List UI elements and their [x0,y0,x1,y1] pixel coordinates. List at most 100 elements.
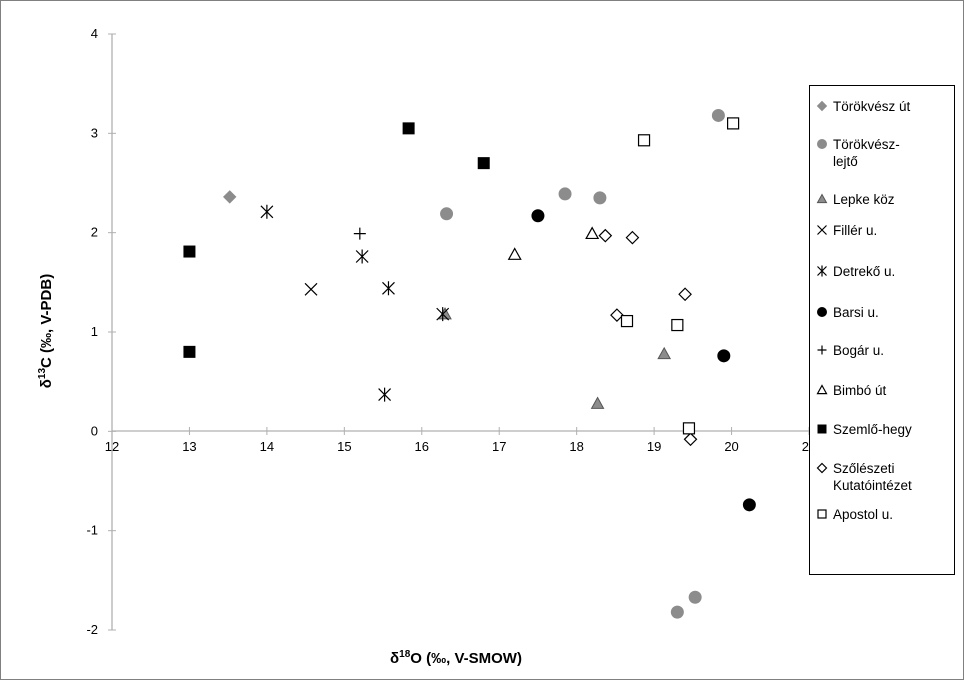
legend-marker-glyph [816,193,828,204]
x-axis-title-delta: δ [390,650,399,667]
data-point [670,605,684,619]
legend-label: Törökvész-lejtő [833,136,953,170]
legend-label: Barsi u. [833,304,953,321]
data-point [558,187,572,201]
legend-marker-shape [816,100,828,112]
data-point [717,349,731,363]
y-tick-label: 3 [91,125,98,140]
legend-label-line: Fillér u. [833,223,878,238]
legend-marker-shape [817,225,827,235]
data-point [440,207,454,221]
legend-item: Apostol u. [816,506,953,523]
data-point [402,122,415,135]
legend-marker-shape [816,193,828,204]
data-point [625,230,640,245]
data-point [671,318,684,332]
y-axis-title-sup: 13 [37,368,48,380]
data-point [355,249,369,264]
legend-marker-glyph [817,345,827,355]
legend-label: Apostol u. [833,506,953,523]
data-point [688,590,702,604]
legend-marker [816,263,828,277]
x-tick-label: 17 [492,439,506,454]
data-point [378,387,392,402]
legend-item: Szemlő-hegy [816,421,953,438]
x-tick-label: 14 [260,439,274,454]
x-tick-label: 12 [105,439,119,454]
data-point [304,282,318,296]
legend-marker-shape [817,509,827,519]
legend-label-line: Kutatóintézet [833,478,912,493]
data-point [683,432,698,447]
series-8 [183,122,490,358]
legend-marker [816,136,828,150]
legend-marker-glyph [816,462,828,474]
legend-label-line: Bogár u. [833,343,885,358]
legend-marker-glyph [816,384,828,395]
legend-marker-shape [817,424,827,434]
series-1 [440,108,725,619]
legend-marker-shape [816,384,828,395]
series-9 [598,228,698,447]
y-tick-label: 2 [91,225,98,240]
data-point [590,396,605,409]
legend-label: Bimbó út [833,382,953,399]
legend-marker [816,421,828,435]
y-axis-title: δ13C (‰, V-PDB) [37,274,55,388]
legend-marker-shape [817,345,827,355]
series-10 [620,117,740,435]
legend-marker-glyph [817,509,827,519]
legend-item: Fillér u. [816,222,953,239]
data-point [610,308,624,322]
series-6 [353,227,366,240]
legend-label: Bogár u. [833,342,953,359]
data-point [727,117,740,130]
y-tick-label: 1 [91,324,98,339]
data-point [531,209,545,223]
legend: Törökvész út Törökvész-lejtő Lepke köz Fill… [809,85,955,575]
legend-label-line: Barsi u. [833,305,879,320]
y-tick-label: 0 [91,423,98,438]
legend-marker-shape [817,139,827,149]
y-tick-label: 4 [91,26,98,41]
legend-label: Szőlészeti Kutatóintézet [833,460,953,494]
legend-label-line: Bimbó út [833,383,887,398]
series-3 [304,282,318,296]
legend-item: Detrekő u. [816,263,953,280]
legend-marker [816,304,828,318]
legend-label-line: Apostol u. [833,507,894,522]
data-point [678,287,692,302]
legend-marker-shape [816,462,828,474]
series-5 [531,209,756,512]
legend-item: Bogár u. [816,342,953,359]
y-tick-label: -1 [86,523,98,538]
legend-marker-glyph [817,307,827,317]
data-point [260,204,274,219]
x-tick-label: 19 [647,439,661,454]
legend-label-line: Szemlő-hegy [833,422,912,437]
y-axis-title-delta: δ [38,379,55,388]
axes [111,34,809,630]
legend-label-line: Lepke köz [833,192,895,207]
legend-marker-glyph [816,100,828,112]
data-point [742,498,756,512]
data-point [593,191,607,205]
data-point [620,314,634,328]
legend-marker [816,191,828,205]
x-tick-label: 18 [569,439,583,454]
legend-item: Lepke köz [816,191,953,208]
legend-label-line: Törökvész- [833,137,900,152]
legend-item: Törökvész út [816,98,953,115]
data-point [711,108,725,122]
x-tick-label: 16 [415,439,429,454]
legend-label: Detrekő u. [833,263,953,280]
legend-marker-shape [817,307,827,317]
series-2 [438,307,672,409]
legend-label: Fillér u. [833,222,953,239]
data-point [183,245,196,258]
data-point [436,307,450,322]
legend-label-line: Törökvész út [833,99,911,114]
